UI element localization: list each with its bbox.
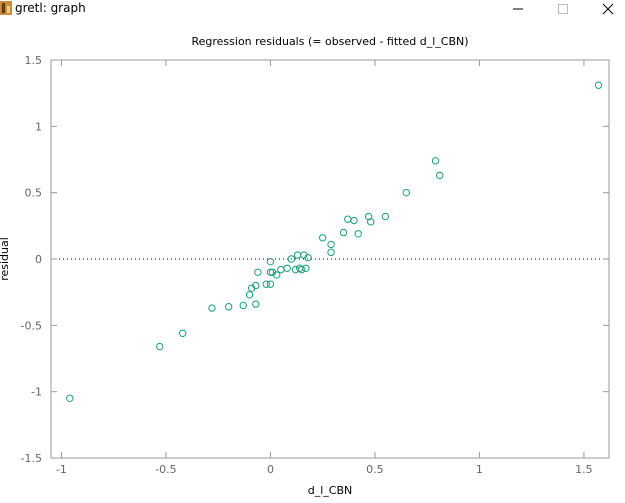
minimize-icon [513, 8, 523, 10]
y-tick-label: 1.5 [25, 54, 43, 67]
data-point [252, 300, 260, 308]
data-point [431, 157, 440, 165]
plot-frame [50, 59, 610, 459]
y-tick-label: -1.5 [21, 452, 42, 465]
data-point [327, 248, 335, 257]
axis-ticks: -1 -0.5 0 0.5 1 1.5 -1.5 -1 -0.5 0 0.5 1 1.5 [21, 54, 609, 476]
y-tick-label: 1 [35, 120, 42, 133]
gretl-app-icon [0, 1, 12, 15]
data-point [344, 215, 352, 223]
data-point [283, 264, 291, 272]
y-tick-label: 0.5 [25, 187, 43, 200]
data-point [594, 81, 603, 89]
data-point [277, 265, 285, 274]
data-point [350, 216, 358, 225]
data-point [327, 240, 335, 249]
x-axis-label: d_l_CBN [308, 484, 353, 497]
data-point [262, 280, 270, 288]
data-point [224, 303, 233, 311]
data-point [291, 265, 300, 274]
data-point [367, 218, 375, 226]
data-point [266, 280, 275, 288]
x-tick-label: 0.5 [366, 463, 384, 476]
data-point [302, 264, 310, 272]
minimize-button[interactable] [500, 0, 536, 18]
y-axis-label: residual [0, 237, 11, 281]
data-point [287, 255, 296, 263]
data-point [66, 394, 74, 402]
maximize-icon [558, 4, 568, 14]
data-point [354, 230, 362, 238]
data-point [298, 265, 306, 274]
y-tick-label: -1 [31, 386, 42, 399]
data-point [208, 304, 216, 312]
data-point [339, 228, 348, 237]
x-tick-label: -1 [56, 463, 67, 476]
window-title: gretl: graph [15, 1, 86, 15]
residual-scatter-chart: Regression residuals (= observed - fitte… [0, 35, 610, 497]
data-point [318, 234, 327, 242]
close-icon [602, 3, 614, 15]
data-point [245, 291, 254, 299]
window-titlebar: gretl: graph [0, 0, 625, 18]
maximize-button[interactable] [545, 0, 581, 18]
data-point [254, 268, 262, 276]
data-point [155, 342, 164, 351]
close-button[interactable] [590, 0, 625, 18]
data-point [436, 171, 444, 180]
data-point [293, 251, 302, 259]
data-points [66, 81, 603, 402]
plot-axes [50, 59, 610, 459]
data-point [266, 257, 275, 266]
data-point [381, 212, 390, 221]
data-point [266, 268, 275, 276]
data-point [402, 188, 410, 197]
data-point [178, 329, 187, 337]
x-tick-label: -0.5 [155, 463, 176, 476]
data-point [252, 281, 260, 290]
x-tick-label: 1 [476, 463, 483, 476]
y-tick-label: 0 [35, 253, 42, 266]
y-tick-label: -0.5 [21, 319, 42, 332]
data-point [304, 253, 312, 262]
chart-title: Regression residuals (= observed - fitte… [191, 35, 468, 48]
data-point [273, 271, 281, 279]
x-tick-label: 1.5 [575, 463, 593, 476]
data-point [239, 301, 247, 310]
x-tick-label: 0 [267, 463, 274, 476]
